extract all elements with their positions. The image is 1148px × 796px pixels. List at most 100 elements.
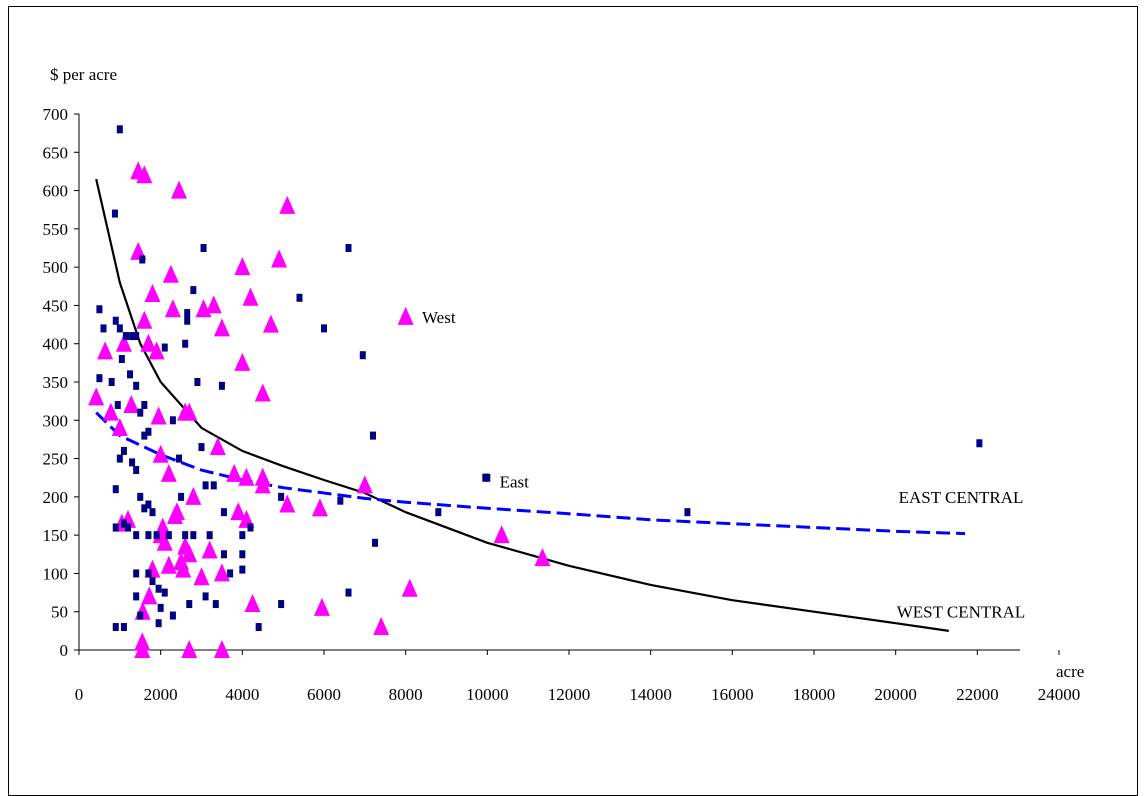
east-point xyxy=(186,600,193,609)
east-point xyxy=(100,324,107,333)
east-point xyxy=(112,523,119,532)
east-point xyxy=(212,600,219,609)
x-tick-label: 18000 xyxy=(793,685,836,704)
west-point xyxy=(115,333,132,352)
east-point xyxy=(133,381,140,390)
east-point xyxy=(182,531,189,540)
east-point xyxy=(133,466,140,475)
east-point xyxy=(202,592,209,601)
west-point xyxy=(136,165,153,184)
x-tick-label: 24000 xyxy=(1038,685,1081,704)
east-point xyxy=(141,400,148,409)
west-point xyxy=(102,402,119,421)
y-tick-label: 150 xyxy=(43,526,69,545)
west-point xyxy=(254,383,271,402)
x-axis-label: acre xyxy=(1056,662,1084,681)
west-point xyxy=(242,287,259,306)
x-tick-label: 12000 xyxy=(548,685,591,704)
west-point xyxy=(213,563,230,582)
west-point xyxy=(88,387,105,406)
west-point xyxy=(534,548,551,567)
east-point xyxy=(141,431,148,440)
y-tick-label: 550 xyxy=(43,220,69,239)
east-point xyxy=(239,550,246,559)
east-point xyxy=(200,244,207,252)
annotation-east-central: EAST CENTRAL xyxy=(899,488,1024,507)
east-point xyxy=(161,588,168,597)
west-point xyxy=(123,394,140,413)
east-central-trend-line xyxy=(95,411,966,536)
east-point xyxy=(120,623,127,632)
east-point xyxy=(184,309,191,318)
west-point xyxy=(238,509,255,528)
east-point xyxy=(112,623,119,632)
east-point xyxy=(96,374,103,383)
east-point xyxy=(145,427,152,436)
west-point xyxy=(193,567,210,586)
west-point xyxy=(311,498,328,517)
axes: 0 50 100 150 200 250 300 350 400 450 500 550 600 650 7… xyxy=(43,105,1081,704)
y-tick-label: 200 xyxy=(43,488,69,507)
y-tick-label: 400 xyxy=(43,335,69,354)
west-point xyxy=(171,180,188,199)
west-point xyxy=(238,467,255,486)
x-tick-label: 20000 xyxy=(874,685,917,704)
east-point xyxy=(194,378,201,386)
east-point xyxy=(435,508,442,517)
west-point xyxy=(213,318,230,337)
east-point xyxy=(111,209,118,218)
east-point xyxy=(120,519,127,528)
west-point xyxy=(162,264,179,283)
east-point xyxy=(220,508,227,517)
west-point xyxy=(279,494,296,513)
west-point xyxy=(150,406,167,425)
east-point xyxy=(278,600,285,609)
west-central-trend-line xyxy=(95,178,949,632)
east-point xyxy=(125,523,131,532)
annotation-east: East xyxy=(500,473,530,492)
east-point xyxy=(145,531,152,540)
east-point xyxy=(155,584,162,593)
scatter-chart: 0 50 100 150 200 250 300 350 400 450 500 550 600 650 7… xyxy=(43,65,1085,704)
west-point xyxy=(152,444,169,463)
west-point xyxy=(111,417,128,436)
east-point xyxy=(372,538,379,547)
x-tick-label: 0 xyxy=(75,685,84,704)
west-point xyxy=(213,640,230,658)
west-point xyxy=(156,532,173,551)
east-point xyxy=(96,305,103,314)
west-point xyxy=(181,402,198,421)
west-point xyxy=(134,640,151,658)
west-point xyxy=(160,555,177,574)
x-tick-label: 14000 xyxy=(629,685,672,704)
y-tick-label: 600 xyxy=(43,182,69,201)
east-point xyxy=(247,523,254,532)
east-point xyxy=(184,316,191,325)
east-point xyxy=(165,531,172,540)
data-points xyxy=(88,125,983,658)
west-point xyxy=(234,257,251,276)
east-point xyxy=(155,619,162,628)
east-point xyxy=(278,492,285,501)
west-point xyxy=(181,640,198,658)
west-point xyxy=(140,333,157,352)
west-point xyxy=(144,283,161,302)
east-point xyxy=(145,500,152,509)
east-legend-marker xyxy=(484,473,491,482)
east-point xyxy=(218,381,225,390)
east-point xyxy=(198,443,205,452)
east-point xyxy=(141,504,148,513)
west-point xyxy=(279,195,296,214)
y-ticks: 0 50 100 150 200 250 300 350 400 450 500 550 600 650 7… xyxy=(43,105,79,660)
east-point xyxy=(153,531,160,540)
west-point xyxy=(313,597,330,616)
west-point xyxy=(175,559,192,578)
x-tick-label: 4000 xyxy=(225,685,259,704)
east-point xyxy=(220,550,227,559)
y-axis-label: $ per acre xyxy=(50,65,117,84)
east-point xyxy=(116,324,123,333)
east-point xyxy=(202,481,209,490)
east-point xyxy=(137,492,144,501)
y-tick-label: 500 xyxy=(43,258,69,277)
east-point xyxy=(169,611,176,620)
